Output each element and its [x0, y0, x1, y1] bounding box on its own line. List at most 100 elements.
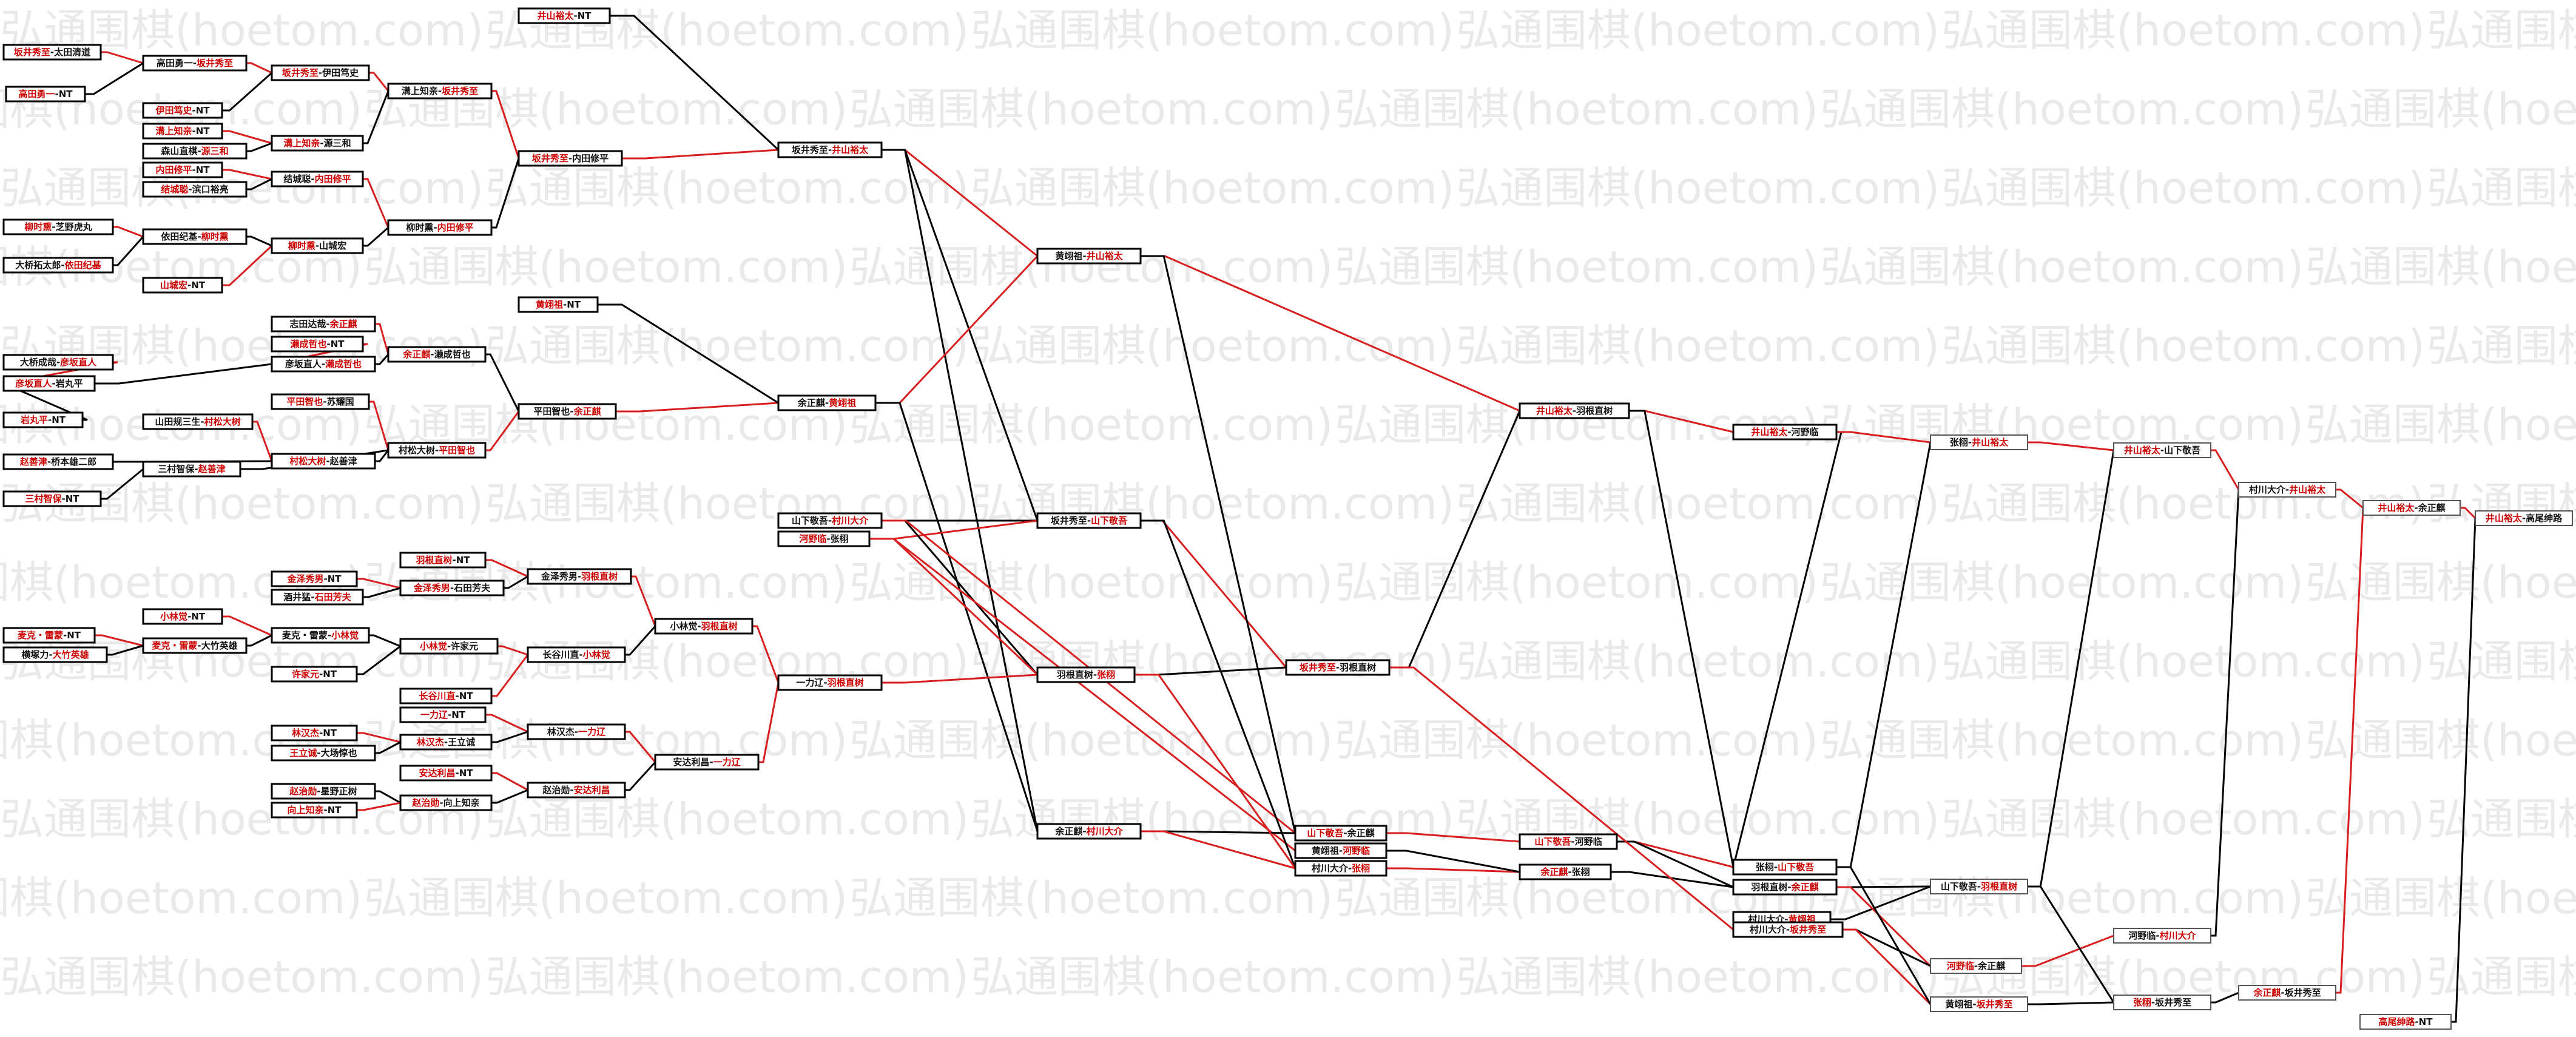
bracket-connector [252, 421, 273, 462]
watermark-text: 弘通围棋(hoetom.com) [1335, 84, 1818, 135]
player-one: 坂井秀至 [282, 67, 319, 78]
match-box-frame [271, 171, 364, 187]
player-one: 井山裕太 [2378, 502, 2415, 513]
match-box: 余正麒-濑成哲也 [387, 346, 487, 363]
match-box-frame [1930, 996, 2028, 1012]
match-label: 三村智保-赵善津 [158, 464, 225, 475]
bracket-connector [622, 149, 779, 160]
player-two: NT [191, 280, 206, 291]
bracket-connector [1836, 866, 1932, 1005]
match-box-frame [271, 666, 358, 683]
player-one: 羽根直树 [416, 555, 452, 566]
watermark-text: 弘通围棋(hoetom.com) [1941, 794, 2425, 845]
player-two: 羽根直树 [701, 621, 738, 632]
player-one: 结城聪 [283, 174, 311, 184]
bracket-connector [369, 400, 389, 451]
watermark-text: 弘通围棋(hoetom.com) [2305, 715, 2576, 766]
match-box: 村川大介-井山裕太 [2238, 482, 2336, 498]
match-label: 村川大介-坂井秀至 [1750, 924, 1826, 935]
match-box-frame [1519, 833, 1618, 850]
match-box: 大桥成哉-彦坂直人 [2, 354, 114, 371]
match-box: 井山裕太-河野临 [1732, 424, 1838, 441]
player-one: 张栩 [2133, 997, 2151, 1008]
watermark-text: 弘通围棋(hoetom.com) [2305, 873, 2576, 924]
match-box: 赵治勋-星野正树 [271, 783, 376, 800]
match-box-frame [142, 608, 223, 625]
watermark-text: 弘通围棋(hoetom.com) [485, 163, 969, 214]
match-box: 山下敬吾-羽根直树 [1930, 879, 2028, 894]
bracket-connector [113, 226, 144, 238]
player-one: 井山裕太 [1536, 405, 1573, 416]
vs-separator: - [570, 406, 573, 417]
bracket-connector [222, 130, 272, 144]
player-one: 麦克・雷蒙 [282, 630, 328, 641]
player-one: 黄翊祖 [1312, 845, 1339, 856]
match-label: 赵治勋-星野正树 [289, 786, 357, 797]
match-box: 余正麒-黄翊祖 [777, 394, 877, 411]
match-box: 麦克・雷蒙-大竹英雄 [142, 637, 248, 654]
match-box-frame [271, 356, 376, 373]
player-one: 溝上知亲 [283, 138, 320, 149]
watermark-text: 弘通围棋(hoetom.com) [1456, 163, 1940, 214]
match-label: 森山直棋-源三和 [161, 146, 228, 157]
match-box-frame [399, 579, 505, 596]
bracket-connector [875, 402, 1039, 832]
match-box: 井山裕太-余正麒 [2362, 500, 2461, 516]
watermark-text: 弘通围棋(hoetom.com) [849, 715, 1333, 766]
bracket-connector [1389, 666, 1734, 931]
player-two: 余正麒 [1791, 882, 1819, 893]
match-box-frame [399, 552, 487, 569]
match-label: 林汉杰-王立诚 [417, 737, 475, 748]
match-label: 志田达哉-余正麒 [289, 319, 357, 329]
match-box: 麦克・雷蒙-NT [2, 627, 96, 644]
vs-separator: - [61, 260, 64, 271]
match-box-frame [142, 277, 223, 294]
vs-separator: - [328, 630, 331, 641]
vs-separator: - [315, 240, 319, 251]
player-one: 志田达哉 [289, 319, 326, 329]
vs-separator: - [823, 677, 827, 688]
match-box: 森山直棋-源三和 [142, 143, 248, 160]
match-box: 井山裕太-山下敬吾 [2113, 442, 2211, 458]
match-label: 井山裕太-NT [537, 10, 592, 21]
watermark-text: 弘通围棋(hoetom.com) [2427, 163, 2576, 214]
player-two: 安达利昌 [574, 785, 610, 795]
watermark-text: 弘通围棋(hoetom.com) [1941, 320, 2425, 371]
watermark-text: 弘通围棋(hoetom.com) [849, 399, 1333, 450]
vs-separator: - [1336, 662, 1340, 673]
player-two: NT [67, 630, 81, 641]
match-label: 许家元-NT [292, 669, 337, 680]
player-two: NT [323, 728, 337, 738]
match-box-frame [271, 64, 370, 81]
player-two: 张栩 [1352, 863, 1370, 874]
match-box-frame [271, 627, 370, 644]
match-box: 麦克・雷蒙-小林觉 [271, 627, 370, 644]
match-label: 井山裕太-山下敬吾 [2124, 445, 2200, 456]
bracket-connector [101, 51, 144, 64]
match-box-frame [271, 316, 376, 333]
player-two: 小林觉 [331, 630, 359, 641]
vs-separator: - [319, 728, 323, 738]
player-one: 一力辽 [420, 709, 448, 720]
player-one: 安达利昌 [673, 757, 709, 768]
match-box: 志田达哉-余正麒 [271, 316, 376, 333]
watermark-text: 弘通围棋(hoetom.com) [1820, 873, 2304, 924]
player-one: 余正麒 [1054, 826, 1082, 837]
match-box-frame [1036, 823, 1142, 840]
vs-separator: - [1774, 862, 1778, 873]
vs-separator: - [450, 583, 454, 593]
match-label: 村川大介-张栩 [1312, 863, 1370, 874]
player-two: 彦坂直人 [60, 357, 97, 368]
player-one: 溝上知亲 [402, 86, 438, 96]
match-box: 彦坂直人-濑成哲也 [271, 356, 376, 373]
match-label: 麦克・雷蒙-大竹英雄 [152, 640, 237, 651]
match-label: 井山裕太-高尾绅路 [2486, 513, 2563, 524]
match-label: 小林觉-许家元 [420, 641, 478, 652]
player-one: 平田智也 [286, 396, 323, 407]
match-box-frame [2, 354, 114, 371]
match-box: 濑成哲也-NT [271, 336, 364, 353]
player-one: 坂井秀至 [1051, 515, 1087, 526]
match-label: 溝上知亲-坂井秀至 [402, 86, 478, 96]
vs-separator: - [1348, 863, 1352, 874]
